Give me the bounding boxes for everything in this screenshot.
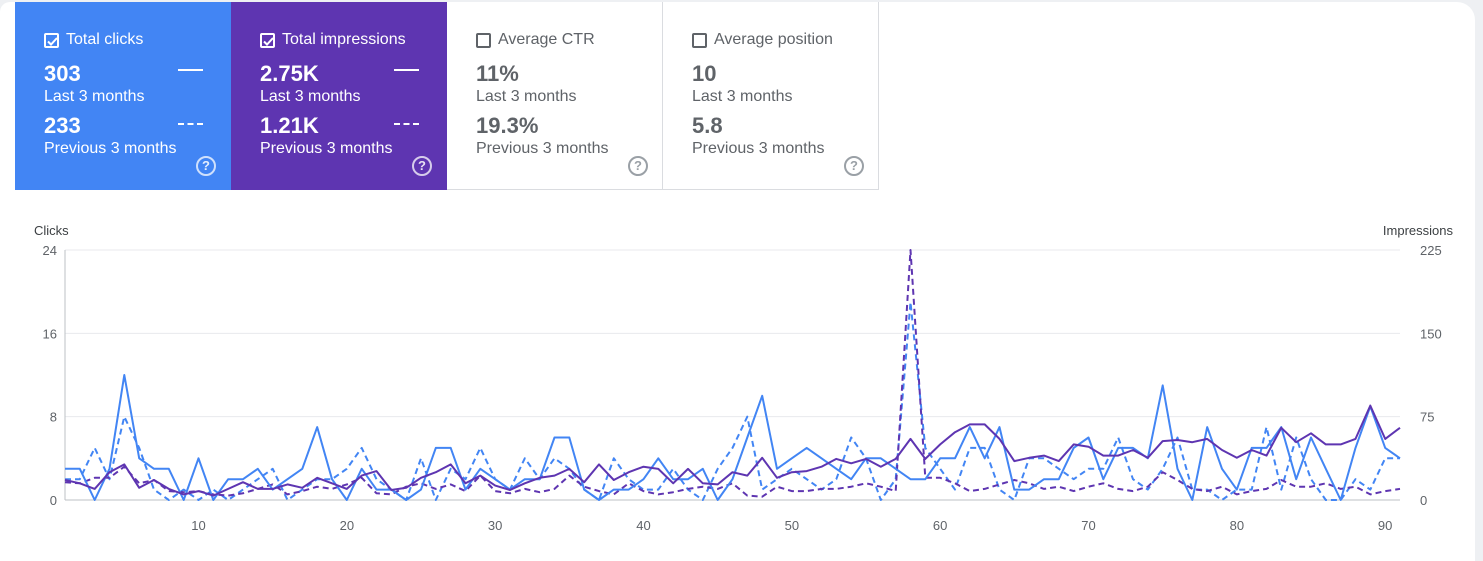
right-axis-title: Impressions: [1383, 223, 1454, 238]
x-axis-tick-label: 30: [488, 518, 502, 533]
total-clicks-last-3-months-line: [65, 374, 1401, 501]
metric-current-value: 10: [692, 61, 717, 86]
x-axis-tick-label: 80: [1230, 518, 1244, 533]
x-axis-tick-label: 60: [933, 518, 947, 533]
metric-previous-period: Previous 3 months: [476, 140, 609, 157]
checkbox-unchecked-icon[interactable]: [476, 32, 491, 48]
solid-line-legend-icon: [178, 69, 203, 71]
left-axis-title: Clicks: [34, 223, 69, 238]
metric-tile-total-clicks[interactable]: Total clicks 303 Last 3 months 233 Previ…: [15, 2, 231, 190]
metric-tile-average-position[interactable]: Average position 10 Last 3 months 5.8 Pr…: [663, 2, 879, 190]
checkbox-checked-icon[interactable]: [260, 32, 275, 48]
metric-label: Total clicks: [66, 31, 144, 48]
metric-current-period: Last 3 months: [692, 88, 793, 105]
metric-current-value: 11%: [476, 61, 519, 86]
help-icon[interactable]: ?: [844, 156, 864, 176]
right-axis-tick-label: 225: [1420, 243, 1442, 258]
help-icon[interactable]: ?: [628, 156, 648, 176]
left-axis-tick-label: 0: [50, 493, 57, 508]
left-axis-tick-label: 8: [50, 410, 57, 425]
total-impressions-last-3-months-line: [64, 404, 1401, 497]
metric-tile-header: Total impressions: [260, 30, 447, 50]
solid-line-legend-icon: [394, 69, 419, 71]
dashed-line-legend-icon: [178, 123, 203, 125]
metric-current-value: 303: [44, 61, 81, 86]
metric-previous-value: 5.8: [692, 113, 723, 138]
right-axis-tick-label: 150: [1420, 326, 1442, 341]
help-icon[interactable]: ?: [412, 156, 432, 176]
total-impressions-previous-3-months-line: [64, 249, 1401, 498]
metric-previous-value: 1.21K: [260, 113, 319, 138]
x-axis-tick-label: 90: [1378, 518, 1392, 533]
left-axis-tick-label: 16: [43, 326, 57, 341]
x-axis-tick-label: 50: [785, 518, 799, 533]
x-axis-tick-label: 70: [1081, 518, 1095, 533]
metric-previous-period: Previous 3 months: [44, 140, 177, 157]
metric-current-value: 2.75K: [260, 61, 319, 86]
metric-tile-header: Average CTR: [476, 30, 662, 50]
metric-tile-header: Total clicks: [44, 30, 231, 50]
metric-current-period: Last 3 months: [476, 88, 577, 105]
right-axis-tick-label: 0: [1420, 493, 1427, 508]
metric-current-period: Last 3 months: [44, 88, 145, 105]
metric-tile-header: Average position: [692, 30, 878, 50]
metric-label: Average position: [714, 31, 833, 48]
metric-previous-period: Previous 3 months: [260, 140, 393, 157]
x-axis-tick-label: 40: [636, 518, 650, 533]
metric-previous-period: Previous 3 months: [692, 140, 825, 157]
metric-tile-total-impressions[interactable]: Total impressions 2.75K Last 3 months 1.…: [231, 2, 447, 190]
total-clicks-previous-3-months-line: [65, 301, 1400, 501]
metric-previous-value: 19.3%: [476, 113, 539, 138]
metric-label: Average CTR: [498, 31, 595, 48]
x-axis-tick-label: 20: [340, 518, 354, 533]
left-axis-tick-label: 24: [43, 243, 57, 258]
dashed-line-legend-icon: [394, 123, 419, 125]
help-icon[interactable]: ?: [196, 156, 216, 176]
right-axis-tick-label: 75: [1420, 410, 1434, 425]
metric-tiles: Total clicks 303 Last 3 months 233 Previ…: [15, 2, 879, 190]
metric-previous-value: 233: [44, 113, 81, 138]
x-axis-tick-label: 10: [191, 518, 205, 533]
metric-label: Total impressions: [282, 31, 406, 48]
checkbox-unchecked-icon[interactable]: [692, 32, 707, 48]
metric-tile-average-ctr[interactable]: Average CTR 11% Last 3 months 19.3% Prev…: [447, 2, 663, 190]
checkbox-checked-icon[interactable]: [44, 32, 59, 48]
metric-current-period: Last 3 months: [260, 88, 361, 105]
